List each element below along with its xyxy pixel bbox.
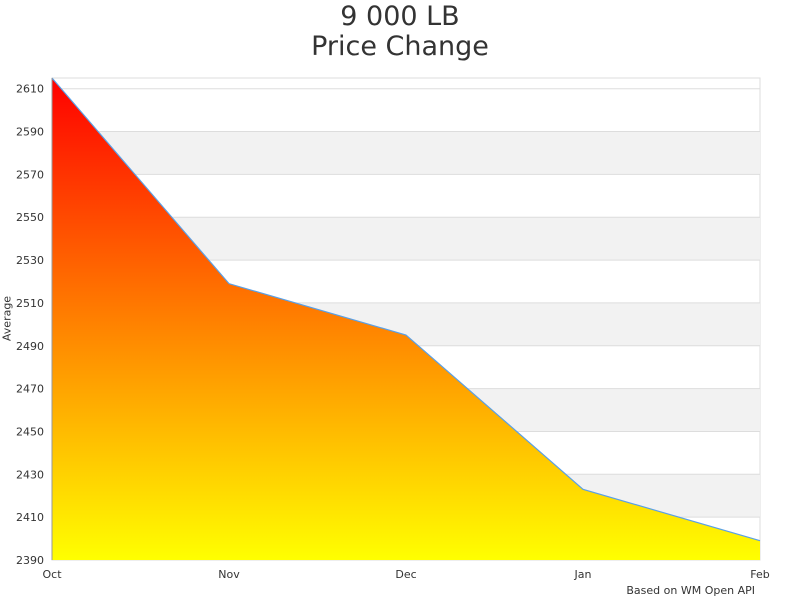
y-tick-label: 2390 (16, 554, 44, 567)
y-tick-label: 2450 (16, 425, 44, 438)
subtitle: Price Change (311, 31, 489, 62)
x-tick-label: Nov (218, 568, 240, 581)
y-axis-label: Average (0, 295, 14, 342)
x-tick-label: Feb (750, 568, 769, 581)
y-tick-label: 2610 (16, 83, 44, 96)
area-fill (52, 78, 760, 560)
x-tick-label: Jan (574, 568, 592, 581)
title: 9 000 LB (340, 1, 460, 32)
y-tick-label: 2530 (16, 254, 44, 267)
y-tick-label: 2590 (16, 126, 44, 139)
y-tick-label: 2410 (16, 511, 44, 524)
y-tick-label: 2430 (16, 468, 44, 481)
y-tick-label: 2570 (16, 168, 44, 181)
y-tick-label: 2550 (16, 211, 44, 224)
x-tick-label: Oct (42, 568, 62, 581)
credit-text: Based on WM Open API (626, 584, 755, 597)
y-tick-label: 2470 (16, 383, 44, 396)
y-tick-label: 2490 (16, 340, 44, 353)
grid-band (52, 131, 760, 175)
x-tick-label: Dec (395, 568, 416, 581)
y-tick-label: 2510 (16, 297, 44, 310)
chart-title: 9 000 LB Price Change (0, 2, 800, 62)
